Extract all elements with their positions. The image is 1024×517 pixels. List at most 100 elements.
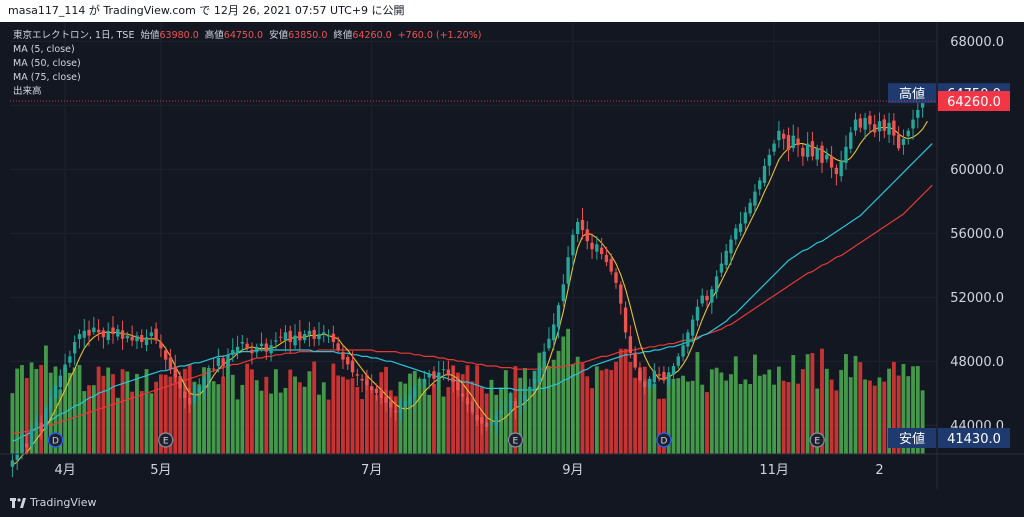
candle-body [791, 135, 795, 149]
volume-bar [120, 369, 125, 454]
publish-header: masa117_114 が TradingView.com で 12月 26, … [0, 0, 1024, 22]
volume-bar [283, 387, 288, 454]
price-label-value: 64260.0 [947, 95, 1001, 110]
candle-body [250, 349, 254, 354]
candle-body [39, 422, 43, 432]
volume-bar [139, 391, 144, 454]
footer: TradingView [0, 489, 1024, 517]
candle-body [714, 276, 719, 292]
candle-body [437, 372, 441, 380]
volume-bar [317, 394, 321, 454]
candle-body [82, 330, 86, 338]
volume-bar [642, 366, 647, 454]
volume-bar [609, 370, 614, 454]
event-marker-label: E [513, 437, 519, 447]
legend: 東京エレクトロン, 1日, TSE 始値63980.0 高値64750.0 安値638… [13, 29, 481, 97]
candle-body [882, 119, 886, 131]
candle-body [101, 330, 106, 338]
volume-bar [824, 368, 829, 454]
candle-body [700, 295, 704, 304]
price-tick-label: 60000.0 [950, 163, 1004, 178]
volume-bar [350, 378, 355, 454]
volume-bar [805, 354, 810, 454]
candle-body [255, 346, 259, 353]
candle-body [920, 101, 925, 108]
candle-body [585, 229, 589, 242]
price-tick-label: 68000.0 [950, 35, 1004, 50]
candle-body [111, 327, 115, 334]
candle-body [892, 120, 896, 136]
volume-bar [791, 355, 796, 454]
candle-body [15, 452, 19, 461]
volume-bar [690, 380, 695, 454]
volume-bar [666, 374, 671, 454]
candle-body [403, 401, 407, 407]
candle-body [451, 377, 455, 382]
candle-body [92, 327, 96, 333]
volume-bar [580, 363, 585, 454]
volume-bar [523, 367, 527, 454]
candle-body [144, 337, 149, 346]
volume-bar [753, 354, 757, 454]
candle-body [547, 338, 551, 349]
candle-body [638, 367, 642, 381]
volume-bar [178, 383, 182, 454]
volume-bar [729, 374, 733, 454]
candle-body [427, 374, 431, 378]
volume-bar [221, 376, 226, 454]
candle-body [528, 386, 532, 392]
volume-bar [39, 365, 44, 454]
volume-bar [63, 367, 68, 454]
candle-body [647, 378, 652, 389]
volume-bar [20, 365, 24, 454]
volume-bar [772, 384, 777, 454]
candle-body [125, 335, 130, 339]
candle-body [743, 212, 748, 224]
volume-bar [149, 393, 154, 454]
volume-bar [216, 384, 221, 454]
candle-body [288, 330, 292, 342]
candle-body [566, 257, 570, 284]
price-label-box [938, 91, 1010, 112]
publish-header-text: masa117_114 が TradingView.com で 12月 26, … [8, 4, 405, 17]
volume-bar [820, 348, 824, 454]
candle-body [34, 422, 39, 428]
volume-bar [676, 378, 681, 454]
legend-change: +760.0 (+1.20%) [398, 30, 482, 41]
event-marker-label: E [163, 437, 169, 447]
candle-body [777, 130, 781, 141]
candle-body [173, 366, 177, 378]
candle-body [810, 141, 815, 157]
volume-bar [800, 369, 805, 454]
candle-body [87, 329, 91, 336]
legend-low: 63850.0 [288, 30, 327, 41]
volume-bar [561, 336, 566, 454]
candle-body [202, 378, 206, 391]
candle-body [360, 378, 364, 381]
volume-bar [96, 366, 101, 454]
volume-bar [82, 391, 87, 454]
volume-bar [652, 383, 657, 454]
candle-body [532, 378, 537, 384]
volume-bar [767, 369, 772, 454]
volume-bar [719, 372, 724, 454]
candle-body [441, 369, 446, 371]
candle-body [269, 345, 273, 354]
event-marker-e: E [507, 432, 524, 448]
candle-body [77, 334, 82, 340]
volume-bar [379, 372, 384, 454]
volume-bar [230, 374, 235, 454]
volume-bar [158, 374, 163, 454]
candle-body [355, 374, 359, 376]
volume-bar [302, 386, 307, 454]
candle-body [374, 388, 379, 394]
candle-body [896, 134, 901, 149]
candle-body [887, 122, 891, 135]
candle-body [135, 335, 139, 342]
volume-bar [44, 345, 48, 454]
time-axis[interactable]: 4月 5月 7月 9月 11月 2 [54, 463, 883, 478]
legend-indicator-volume: 出来高 [13, 85, 42, 97]
